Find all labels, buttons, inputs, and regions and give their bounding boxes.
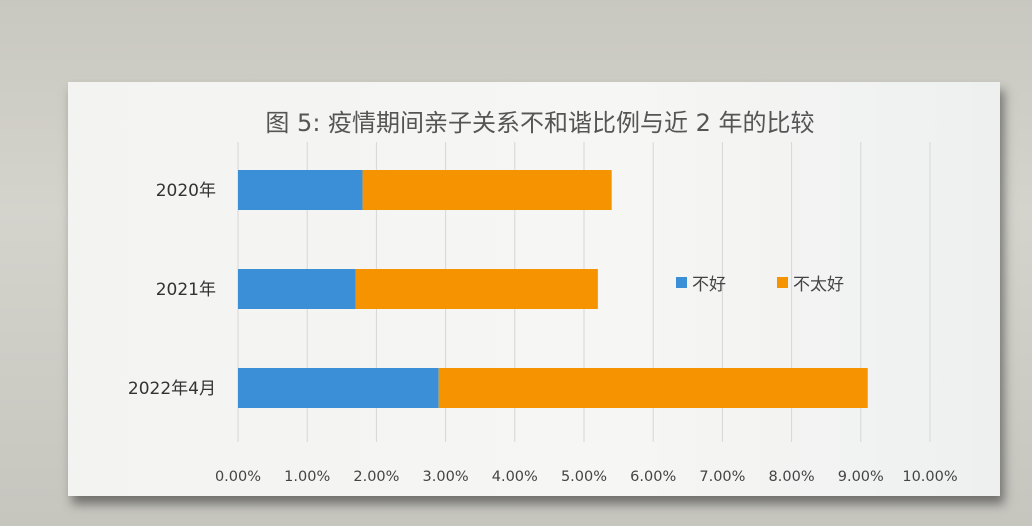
x-tick-label: 4.00% — [492, 469, 538, 485]
x-tick-label: 7.00% — [699, 469, 745, 485]
x-tick-label: 2.00% — [353, 469, 399, 485]
x-tick-label: 9.00% — [838, 469, 884, 485]
bar-segment-bu-tai-hao — [362, 170, 612, 210]
x-tick-label: 6.00% — [630, 469, 676, 485]
bar-segment-bu-tai-hao — [355, 269, 598, 309]
x-tick-label: 8.00% — [769, 469, 815, 485]
chart-title: 图 5: 疫情期间亲子关系不和谐比例与近 2 年的比较 — [265, 109, 814, 137]
x-tick-label: 3.00% — [423, 469, 469, 485]
category-label: 2022年4月 — [128, 379, 216, 399]
category-label: 2020年 — [156, 181, 216, 201]
legend: 不好 不太好 — [676, 275, 844, 295]
x-tick-label: 1.00% — [284, 469, 330, 485]
bar-segment-bu-tai-hao — [438, 368, 868, 408]
x-tick-label: 5.00% — [561, 469, 607, 485]
legend-swatch — [676, 277, 687, 288]
legend-swatch — [777, 277, 788, 288]
legend-label: 不太好 — [793, 275, 844, 295]
bar-segment-bu-hao — [238, 368, 439, 408]
bar-segment-bu-hao — [238, 170, 363, 210]
category-label: 2021年 — [156, 280, 216, 300]
x-tick-label: 0.00% — [215, 469, 261, 485]
x-tick-label: 10.00% — [902, 469, 957, 485]
legend-label: 不好 — [692, 275, 726, 295]
bar-segment-bu-hao — [238, 269, 356, 309]
